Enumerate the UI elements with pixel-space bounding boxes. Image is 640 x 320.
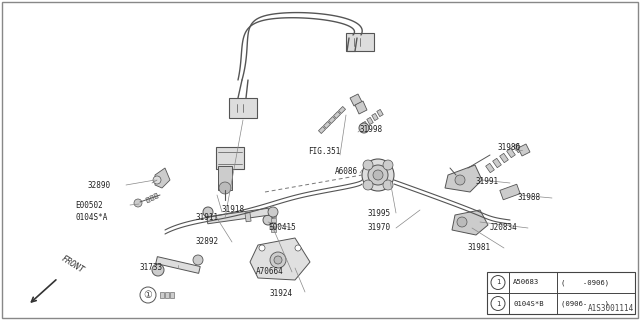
Bar (150, 195, 154, 201)
Text: 31995: 31995 (368, 209, 391, 218)
Text: E00502: E00502 (75, 201, 103, 210)
Circle shape (491, 297, 505, 310)
Circle shape (268, 207, 278, 217)
Text: 1: 1 (496, 279, 500, 285)
Circle shape (466, 221, 474, 229)
Circle shape (363, 160, 373, 170)
Bar (218, 166, 232, 190)
Circle shape (259, 245, 265, 251)
Text: (    -0906): ( -0906) (561, 279, 609, 286)
Bar (377, 109, 383, 116)
Text: 32890: 32890 (88, 180, 111, 189)
Polygon shape (350, 94, 362, 106)
Text: 1: 1 (496, 300, 500, 307)
Bar (154, 193, 158, 199)
Circle shape (153, 176, 161, 184)
Bar (216, 147, 244, 169)
Text: 32892: 32892 (196, 237, 219, 246)
Circle shape (219, 182, 231, 194)
Circle shape (140, 287, 156, 303)
Bar (323, 122, 330, 129)
Bar (346, 33, 374, 51)
Circle shape (263, 215, 273, 225)
Bar (156, 257, 200, 273)
Bar (271, 213, 275, 217)
Circle shape (134, 199, 142, 207)
Text: A6086: A6086 (335, 167, 358, 177)
Bar (271, 223, 275, 227)
Bar (229, 98, 257, 118)
Bar (333, 111, 340, 118)
Bar (271, 228, 275, 232)
Bar (339, 107, 346, 114)
Polygon shape (355, 101, 367, 114)
Text: ①: ① (143, 290, 152, 300)
Text: J20834: J20834 (490, 223, 518, 233)
Text: 0104S*A: 0104S*A (75, 213, 108, 222)
Text: 31911: 31911 (195, 213, 218, 222)
Text: 31998: 31998 (360, 125, 383, 134)
Circle shape (455, 175, 465, 185)
Text: 31970: 31970 (368, 223, 391, 233)
Polygon shape (155, 168, 170, 188)
Text: 0104S*B: 0104S*B (513, 300, 543, 307)
Circle shape (491, 276, 505, 290)
Bar (486, 163, 494, 173)
Bar (245, 212, 251, 222)
Bar (271, 218, 275, 222)
Bar (170, 292, 174, 298)
Bar (514, 143, 522, 153)
Circle shape (295, 245, 301, 251)
Circle shape (383, 180, 393, 190)
Polygon shape (452, 210, 488, 235)
Circle shape (383, 160, 393, 170)
Bar (146, 197, 150, 203)
Text: 31733: 31733 (140, 263, 163, 273)
Polygon shape (445, 165, 482, 192)
Text: 31918: 31918 (222, 205, 245, 214)
Circle shape (274, 256, 282, 264)
Bar (500, 184, 520, 200)
Text: A1S3001114: A1S3001114 (588, 304, 634, 313)
Bar (493, 158, 501, 168)
Circle shape (359, 123, 369, 133)
Text: A50683: A50683 (513, 279, 540, 285)
Circle shape (203, 207, 213, 217)
Circle shape (462, 217, 478, 233)
Circle shape (270, 252, 286, 268)
Text: (0906-    ): (0906- ) (561, 300, 609, 307)
Bar (372, 113, 378, 121)
Bar (165, 292, 169, 298)
Text: 31981: 31981 (468, 244, 491, 252)
Text: E00415: E00415 (268, 223, 296, 233)
Text: 31988: 31988 (518, 194, 541, 203)
Bar (487, 272, 635, 314)
Text: FRONT: FRONT (60, 254, 86, 275)
Circle shape (193, 255, 203, 265)
Text: FIG.351: FIG.351 (308, 148, 340, 156)
Bar (507, 148, 515, 158)
Polygon shape (518, 144, 530, 156)
Bar (367, 117, 373, 124)
Circle shape (368, 165, 388, 185)
Circle shape (373, 170, 383, 180)
Bar (362, 121, 368, 129)
Circle shape (362, 159, 394, 191)
Text: 31986: 31986 (498, 143, 521, 153)
Bar (319, 126, 326, 133)
Text: A70664: A70664 (256, 268, 284, 276)
Circle shape (152, 264, 164, 276)
Circle shape (457, 217, 467, 227)
Bar (160, 292, 164, 298)
Bar (328, 116, 335, 124)
Bar (207, 208, 269, 224)
Polygon shape (250, 238, 310, 280)
Text: 31924: 31924 (270, 290, 293, 299)
Circle shape (363, 180, 373, 190)
Text: 31991: 31991 (476, 178, 499, 187)
Bar (500, 153, 508, 163)
